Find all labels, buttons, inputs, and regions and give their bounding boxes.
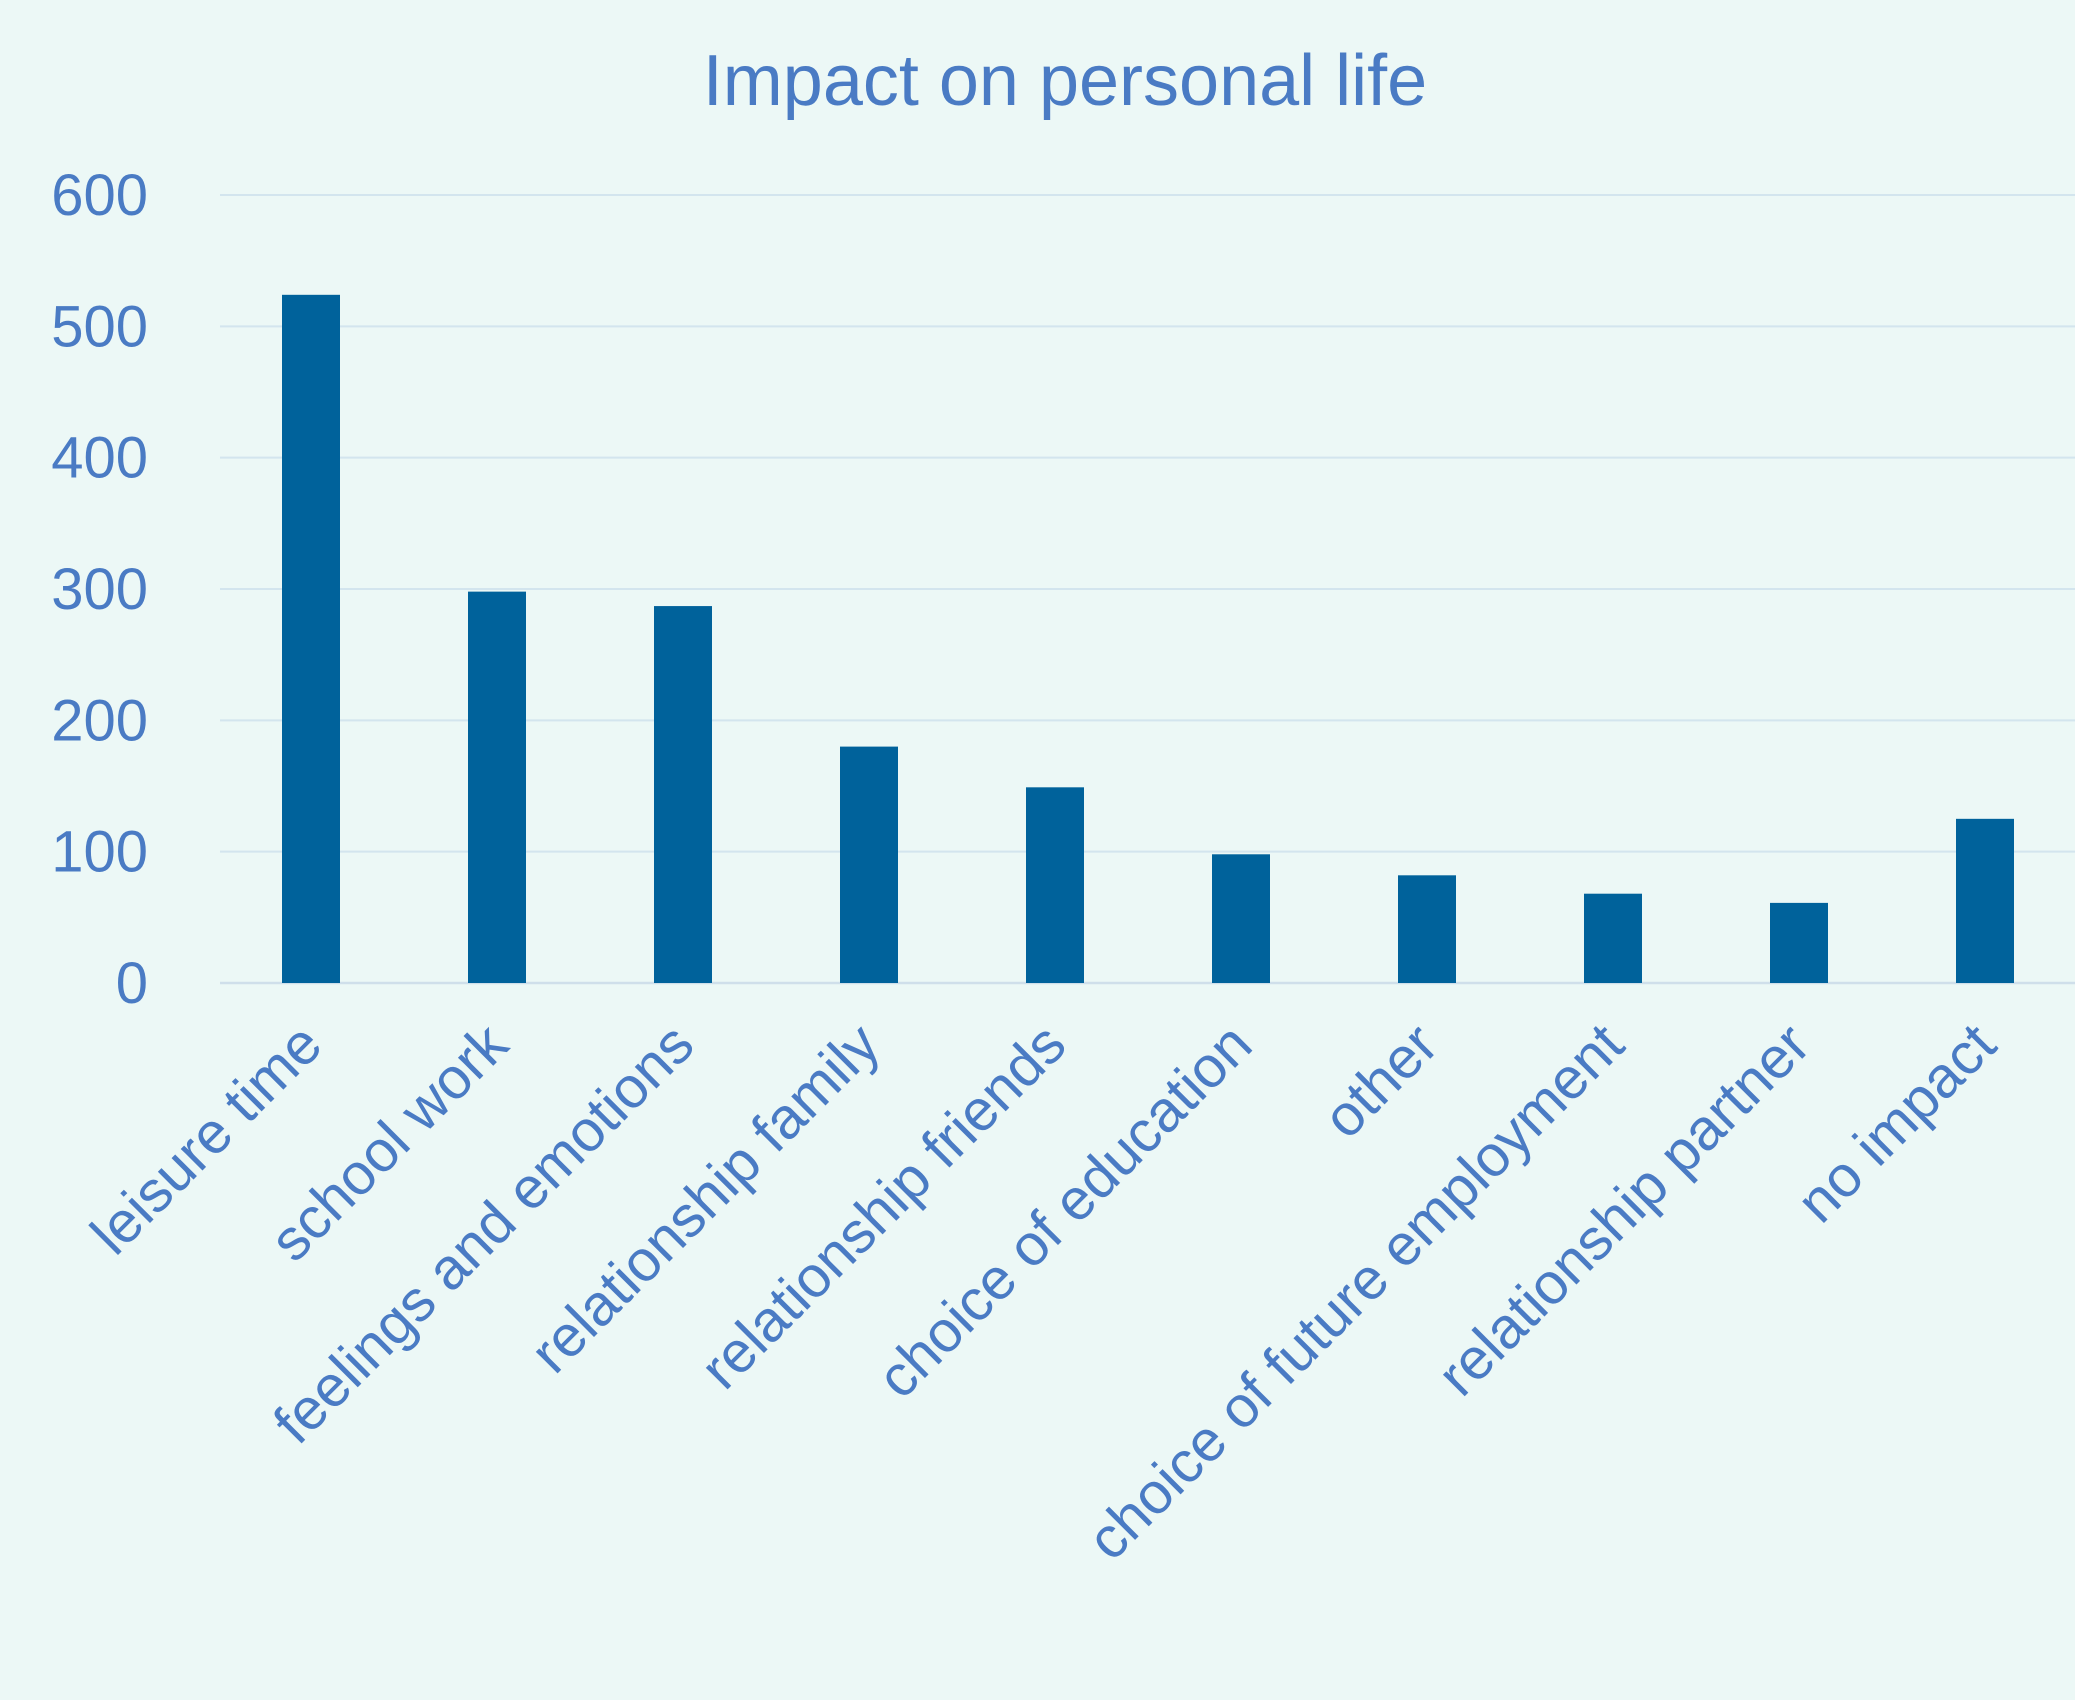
- bar-feelings-and-emotions: [654, 606, 712, 983]
- y-tick-label-200: 200: [51, 688, 148, 753]
- x-tick-label-choice-of-education: choice of education: [865, 1011, 1264, 1410]
- x-tick-label-relationship-family: relationship family: [518, 1011, 892, 1385]
- x-tick-label-no-impact: no impact: [1784, 1011, 2008, 1235]
- y-tick-label-400: 400: [51, 426, 148, 491]
- y-tick-label-300: 300: [51, 557, 148, 622]
- bar-relationship-partner: [1770, 902, 1828, 983]
- bar-choice-of-future-employment: [1584, 893, 1642, 983]
- bar-relationship-family: [840, 746, 898, 983]
- x-tick-label-relationship-partner: relationship partner: [1425, 1011, 1822, 1408]
- bar-other: [1398, 875, 1456, 983]
- bar-school-work: [468, 591, 526, 983]
- bar-relationship-friends: [1026, 787, 1084, 983]
- y-tick-label-500: 500: [51, 294, 148, 359]
- x-tick-label-relationship-friends: relationship friends: [688, 1011, 1078, 1401]
- bar-no-impact: [1956, 818, 2014, 983]
- gridlines: [220, 194, 2075, 985]
- chart-title: Impact on personal life: [703, 41, 1427, 121]
- y-tick-label-0: 0: [116, 951, 148, 1016]
- bars: [282, 294, 2014, 983]
- y-axis-tick-labels: 0 100 200 300 400 500 600: [51, 163, 148, 1016]
- x-tick-label-other: other: [1311, 1011, 1450, 1150]
- bar-leisure-time: [282, 294, 340, 983]
- bar-choice-of-education: [1212, 854, 1270, 983]
- y-tick-label-600: 600: [51, 163, 148, 228]
- y-tick-label-100: 100: [51, 820, 148, 885]
